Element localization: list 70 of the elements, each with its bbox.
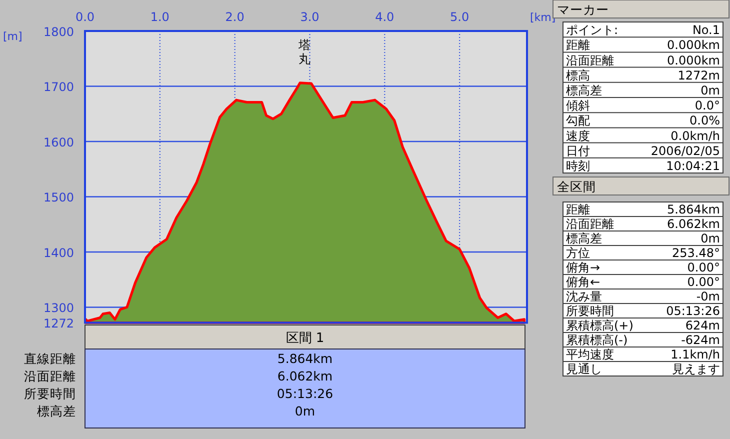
- text: 標高差: [566, 232, 602, 246]
- text: 区間 1: [286, 331, 324, 346]
- text: 1272m: [678, 68, 720, 82]
- text: 沿面距離: [566, 217, 614, 231]
- annotation: 塔丸: [298, 38, 310, 66]
- text: 0m: [700, 232, 720, 246]
- text: 0.0%: [690, 114, 720, 128]
- text: 見通し: [566, 362, 602, 376]
- text: -0m: [696, 290, 720, 304]
- text: 0.000km: [667, 53, 720, 68]
- text: 距離: [566, 202, 590, 216]
- text: 6.062km: [667, 217, 720, 231]
- text: 見えます: [672, 362, 720, 376]
- y-tick-label: 1800: [43, 25, 74, 39]
- text: 沿面距離: [566, 53, 614, 68]
- y-tick-label: 1272: [43, 316, 74, 331]
- text: 標高差: [566, 84, 602, 98]
- text: 沈み量: [566, 290, 602, 304]
- text: 全区間: [557, 179, 596, 194]
- text: 直線距離: [24, 351, 76, 366]
- text: 所要時間: [24, 386, 76, 401]
- text: 05:13:26: [666, 304, 720, 318]
- text: 0.0°: [694, 98, 720, 113]
- y-tick-label: 1400: [43, 246, 74, 260]
- text: 1.1km/h: [670, 348, 720, 362]
- y-tick-label: 1500: [43, 190, 74, 205]
- text: 時刻: [566, 159, 590, 173]
- text: 0.00°: [687, 260, 720, 274]
- text: 距離: [566, 38, 590, 52]
- text: 0m: [294, 404, 316, 418]
- text: 俯角←: [566, 275, 600, 289]
- text: 6.062km: [277, 368, 333, 384]
- text: 平均速度: [566, 348, 614, 362]
- y-tick-label: 1300: [43, 301, 74, 316]
- text: 253.48°: [672, 246, 720, 260]
- text: 0.0km/h: [670, 128, 720, 143]
- text: 標高差: [37, 404, 76, 418]
- x-tick-label: 3.0: [300, 10, 320, 24]
- text: 傾斜: [566, 98, 590, 113]
- text: 累積標高(-): [566, 333, 628, 347]
- text: 方位: [566, 246, 590, 260]
- text: 日付: [566, 144, 590, 158]
- text: 沿面距離: [24, 368, 76, 384]
- text: 速度: [566, 128, 590, 143]
- text: 累積標高(+): [566, 318, 634, 332]
- text: 2006/02/05: [650, 144, 720, 158]
- text: 5.864km: [667, 202, 720, 216]
- x-tick-label: 5.0: [450, 10, 470, 24]
- text: 勾配: [566, 114, 590, 128]
- x-tick-label: 1.0: [150, 10, 170, 24]
- text: 10:04:21: [666, 159, 720, 173]
- text: No.1: [692, 23, 720, 38]
- text: 0m: [700, 84, 720, 98]
- text: -624m: [681, 333, 720, 347]
- y-tick-label: 1600: [43, 135, 74, 150]
- text: 標高: [566, 68, 590, 82]
- text: 624m: [685, 318, 720, 332]
- x-tick-label: 4.0: [375, 10, 394, 24]
- y-tick-label: 1700: [43, 80, 74, 94]
- x-tick-label: 2.0: [225, 10, 244, 24]
- text: 0.00°: [687, 275, 720, 289]
- text: 0.000km: [667, 38, 720, 52]
- text: ポイント:: [566, 23, 618, 38]
- text: 俯角→: [566, 260, 600, 274]
- text: 5.864km: [277, 351, 333, 366]
- x-tick-label: 0.0: [75, 10, 95, 24]
- text: 所要時間: [566, 304, 614, 318]
- y-axis-title: [m]: [3, 30, 22, 43]
- text: 05:13:26: [276, 386, 334, 401]
- text: マーカー: [557, 2, 609, 17]
